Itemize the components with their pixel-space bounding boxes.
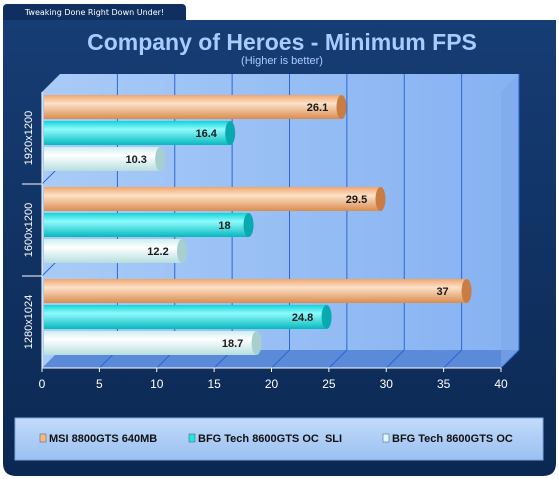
legend-label: BFG Tech 8600GTS OC	[392, 433, 513, 445]
bar-group: 18.7	[44, 331, 262, 355]
x-tick-label-10: 10	[150, 377, 164, 391]
plot-side	[501, 74, 519, 368]
data-label: 18.7	[222, 338, 243, 350]
bar-cap	[461, 279, 472, 303]
bar-group: 16.4	[44, 121, 236, 145]
bar-group: 24.8	[44, 305, 332, 329]
legend-swatch	[188, 433, 196, 443]
bar-cap	[336, 95, 347, 119]
bar-cap	[225, 121, 236, 145]
legend-swatch	[39, 433, 47, 443]
data-label: 26.1	[307, 102, 328, 114]
legend-label: MSI 8800GTS 640MB	[49, 433, 157, 445]
bar-cap	[155, 147, 166, 171]
legend-swatch	[382, 433, 390, 443]
data-label: 29.5	[346, 194, 367, 206]
bar-BFG Tech 8600GTS OC SLI-1920x1200	[44, 121, 231, 145]
bar-MSI 8800GTS 640MB-1920x1200	[44, 95, 342, 119]
grid-layer	[99, 74, 520, 369]
category-label-1920x1200: 1920x1200	[23, 111, 35, 165]
data-label: 18	[218, 220, 230, 232]
bar-cap	[243, 213, 254, 237]
x-tick-label-35: 35	[437, 377, 451, 391]
gridline-floor-25	[328, 349, 348, 369]
data-label: 10.3	[125, 154, 146, 166]
gridline-floor-30	[385, 349, 405, 369]
gridline-floor-35	[443, 349, 462, 369]
bar-cap	[176, 239, 187, 263]
bar-BFG Tech 8600GTS OC SLI-1600x1200	[44, 213, 249, 237]
legend-item-0: MSI 8800GTS 640MB	[39, 433, 157, 445]
x-tick-label-0: 0	[39, 377, 46, 391]
legend-label: BFG Tech 8600GTS OC SLI	[198, 433, 342, 445]
data-label: 16.4	[195, 128, 217, 140]
x-tick-label-25: 25	[322, 377, 336, 391]
bar-MSI 8800GTS 640MB-1600x1200	[44, 187, 381, 211]
bar-group: 26.1	[44, 95, 347, 119]
bar-cap	[321, 305, 332, 329]
x-axis: 0 5 10 15 20 25 30 35 40	[39, 367, 508, 391]
bar-layer: 26.1 16.4 10.3 29.5 18 12.2 37 24.8 18.7	[44, 95, 472, 355]
x-tick-label-15: 15	[207, 377, 221, 391]
data-label: 24.8	[292, 312, 313, 324]
x-tick-label-30: 30	[380, 377, 394, 391]
site-tagline: Tweaking Done Right Down Under!	[24, 8, 165, 17]
bar-BFG Tech 8600GTS OC-1280x1024	[44, 331, 257, 355]
bar-cap	[251, 331, 262, 355]
bar-BFG Tech 8600GTS OC-1920x1200	[44, 147, 161, 171]
chart-title: Company of Heroes - Minimum FPS	[87, 29, 477, 55]
bar-BFG Tech 8600GTS OC SLI-1280x1024	[44, 305, 327, 329]
site-tab: Tweaking Done Right Down Under!	[3, 4, 186, 21]
legend-box	[14, 417, 544, 461]
category-layer: 1920x1200 1600x1200 1280x1024	[22, 92, 61, 368]
legend: MSI 8800GTS 640MB BFG Tech 8600GTS OC SLI…	[39, 433, 513, 445]
legend-item-2: BFG Tech 8600GTS OC	[382, 433, 513, 445]
category-label-1280x1024: 1280x1024	[23, 295, 35, 349]
bar-cap	[375, 187, 386, 211]
bar-group: 12.2	[44, 239, 187, 263]
x-tick-label-40: 40	[494, 377, 508, 391]
x-tick-label-5: 5	[96, 377, 103, 391]
bar-BFG Tech 8600GTS OC-1600x1200	[44, 239, 182, 263]
legend-item-1: BFG Tech 8600GTS OC SLI	[188, 433, 342, 445]
chart-subtitle: (Higher is better)	[241, 55, 323, 67]
x-tick-label-20: 20	[265, 377, 279, 391]
bar-MSI 8800GTS 640MB-1280x1024	[44, 279, 467, 303]
bar-group: 37	[44, 279, 472, 303]
data-label: 12.2	[147, 246, 168, 258]
gridline-floor-20	[271, 349, 290, 369]
category-label-1600x1200: 1600x1200	[23, 203, 35, 257]
bar-group: 29.5	[44, 187, 386, 211]
bar-group: 18	[44, 213, 254, 237]
data-label: 37	[436, 286, 448, 298]
gridline-floor-40	[500, 349, 520, 369]
bar-group: 10.3	[44, 147, 166, 171]
